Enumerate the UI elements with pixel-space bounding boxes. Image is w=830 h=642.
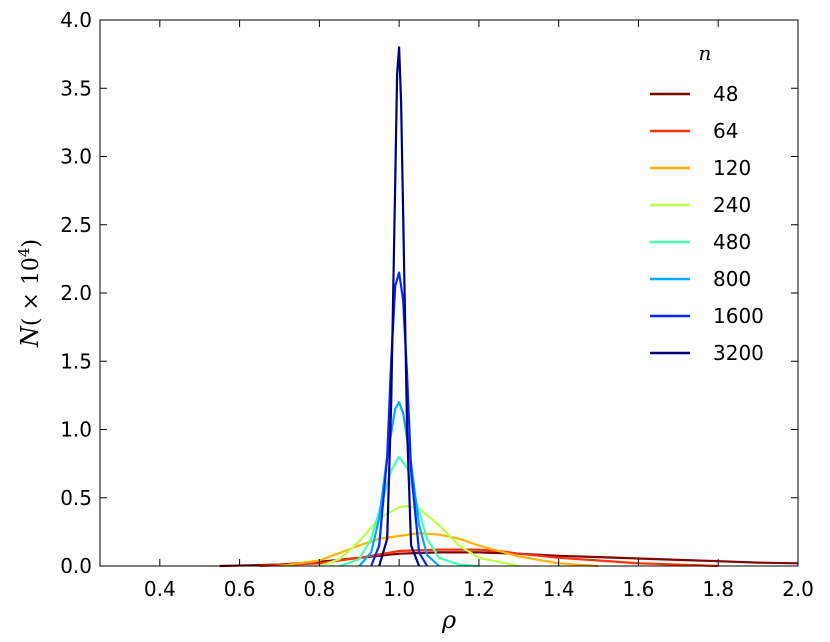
legend-label-240: 240 bbox=[713, 193, 751, 217]
x-axis-label: ρ bbox=[441, 606, 456, 634]
series-layer bbox=[219, 46, 799, 568]
y-axis-label-main: N bbox=[16, 325, 44, 348]
y-tick-label: 2.0 bbox=[60, 281, 92, 305]
y-tick-label: 2.5 bbox=[60, 213, 92, 237]
series-line-480 bbox=[338, 455, 479, 568]
x-tick-label: 1.2 bbox=[463, 577, 495, 601]
y-tick-label: 0.0 bbox=[60, 554, 92, 578]
y-tick-label: 1.5 bbox=[60, 349, 92, 373]
series-line-1600 bbox=[370, 271, 429, 567]
x-tick-label: 1.6 bbox=[623, 577, 655, 601]
y-tick-label: 1.0 bbox=[60, 418, 92, 442]
legend-label-120: 120 bbox=[713, 156, 751, 180]
y-tick-label: 0.5 bbox=[60, 486, 92, 510]
y-axis-label-unit: ( × 10 bbox=[19, 257, 44, 326]
legend-label-64: 64 bbox=[713, 119, 738, 143]
x-tick-label: 1.4 bbox=[543, 577, 575, 601]
svg-text:N( × 104): N( × 104) bbox=[15, 239, 44, 348]
series-line-240 bbox=[319, 504, 520, 568]
x-tick-label: 1.0 bbox=[383, 577, 415, 601]
y-axis-label-exponent: 4 bbox=[15, 248, 33, 258]
y-axis-label-unit-close: ) bbox=[19, 239, 44, 248]
series-line-800 bbox=[358, 401, 440, 567]
legend-label-800: 800 bbox=[713, 267, 751, 291]
x-tick-label: 2.0 bbox=[782, 577, 814, 601]
x-tick-label: 0.4 bbox=[144, 577, 176, 601]
legend-title: n bbox=[699, 41, 712, 65]
y-tick-label: 3.5 bbox=[60, 76, 92, 100]
x-tick-label: 0.6 bbox=[224, 577, 256, 601]
series-line-3200 bbox=[378, 46, 421, 567]
y-tick-label: 3.0 bbox=[60, 145, 92, 169]
x-tick-label: 0.8 bbox=[303, 577, 335, 601]
plot-area bbox=[100, 20, 798, 566]
x-tick-label: 1.8 bbox=[702, 577, 734, 601]
x-axis: 0.4 0.6 0.8 1.0 1.2 1.4 1.6 1.8 2.0 bbox=[144, 20, 814, 601]
y-axis-label: N( × 104) bbox=[15, 239, 44, 348]
y-axis: 0.0 0.5 1.0 1.5 2.0 2.5 3.0 3.5 4.0 bbox=[60, 8, 798, 578]
legend-label-48: 48 bbox=[713, 82, 738, 106]
legend-label-480: 480 bbox=[713, 230, 751, 254]
legend-label-3200: 3200 bbox=[713, 341, 764, 365]
y-tick-label: 4.0 bbox=[60, 8, 92, 32]
legend-label-1600: 1600 bbox=[713, 304, 764, 328]
legend: n 48 64 120 240 480 800 1600 3200 bbox=[650, 41, 764, 365]
